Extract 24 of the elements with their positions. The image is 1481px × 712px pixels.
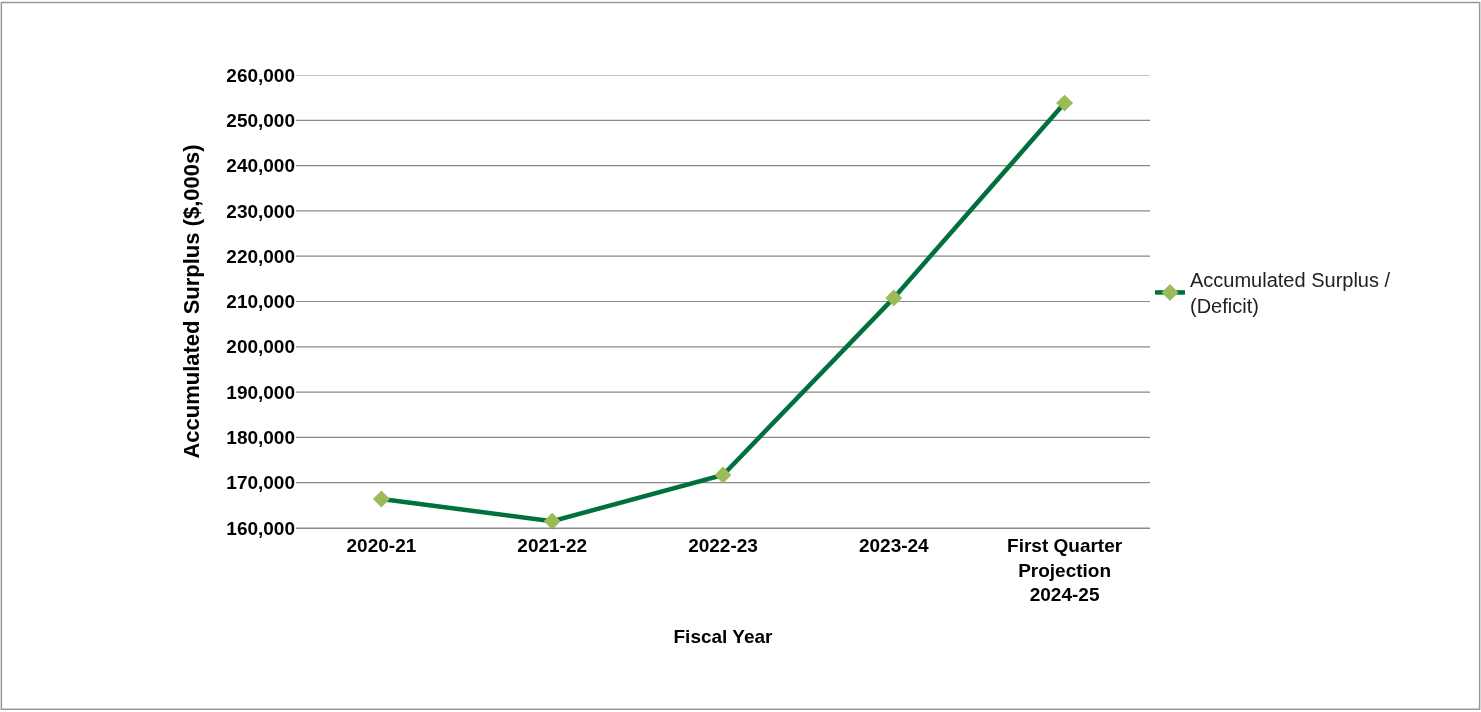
y-tick-label: 180,000 xyxy=(226,427,295,449)
y-tick-label: 170,000 xyxy=(226,472,295,494)
point xyxy=(543,512,561,530)
x-tick-label: 2023-24 xyxy=(858,534,930,556)
point xyxy=(885,289,903,307)
y-tick-label: 210,000 xyxy=(226,291,295,313)
point xyxy=(714,466,732,484)
y-tick-label: 230,000 xyxy=(226,200,295,222)
x-tick-label: 2022-23 xyxy=(688,534,758,556)
y-tick-label: 250,000 xyxy=(226,109,295,131)
x-tick-label: 2021-22 xyxy=(517,534,588,556)
y-tick-label: 200,000 xyxy=(226,336,295,358)
point xyxy=(1056,94,1074,112)
x-axis-title: Fiscal Year xyxy=(673,626,774,647)
y-tick-label: 160,000 xyxy=(226,517,295,539)
y-axis-title: Accumulated Surplus ($,000s) xyxy=(179,144,205,459)
legend-label: Accumulated Surplus / (Deficit) xyxy=(1190,269,1391,318)
y-tick-label: 190,000 xyxy=(226,381,295,403)
x-tick-label: First Quarter Projection 2024-25 xyxy=(1007,534,1123,606)
x-tick-label: 2020-21 xyxy=(346,534,417,556)
y-tick-label: 260,000 xyxy=(226,64,295,86)
y-tick-label: 240,000 xyxy=(226,155,295,177)
point xyxy=(372,490,390,508)
y-tick-label: 220,000 xyxy=(226,245,295,267)
